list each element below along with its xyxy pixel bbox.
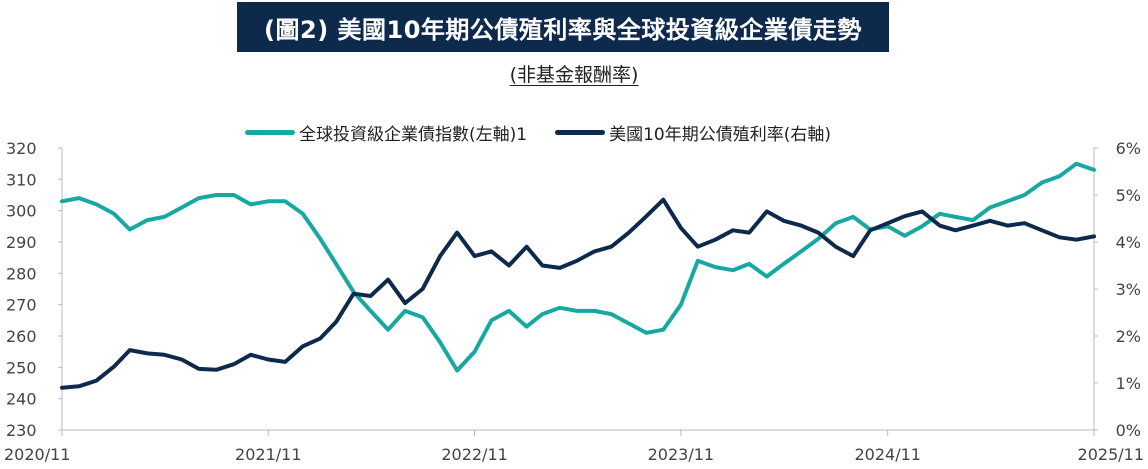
legend-item-bond-index: 全球投資級企業債指數(左軸)1: [245, 120, 527, 145]
x-tick-label: 2020/11: [4, 445, 70, 464]
x-tick-label: 2023/11: [648, 445, 714, 464]
y-left-tick-label: 230: [6, 421, 37, 440]
y-right-tick-label: 6%: [1116, 139, 1141, 158]
chart-axes: 230 240 250 260 270 280 290 300 310 320 0% 1% 2% 3% 4%…: [4, 139, 1144, 464]
y-left-tick-label: 260: [6, 327, 37, 346]
chart-legend: 全球投資級企業債指數(左軸)1 美國10年期公債殖利率(右軸): [245, 120, 859, 145]
y-left-tick-label: 310: [6, 170, 37, 189]
y-left-tick-label: 270: [6, 296, 37, 315]
chart-subtitle-text: (非基金報酬率): [509, 64, 639, 86]
y-left-tick-label: 320: [6, 139, 37, 158]
chart-title: (圖2) 美國10年期公債殖利率與全球投資級企業債走勢: [264, 15, 862, 44]
y-right-tick-label: 0%: [1116, 421, 1141, 440]
y-right-tick-label: 5%: [1116, 186, 1141, 205]
x-tick-label: 2024/11: [854, 445, 920, 464]
series-line-treasury-yield: [60, 197, 1096, 390]
series-line-bond-index: [60, 161, 1096, 373]
chart-title-banner: (圖2) 美國10年期公債殖利率與全球投資級企業債走勢: [237, 2, 889, 52]
y-left-tick-label: 240: [6, 390, 37, 409]
y-left-tick-label: 290: [6, 233, 37, 252]
y-left-tick-label: 280: [6, 264, 37, 283]
legend-label-treasury-yield: 美國10年期公債殖利率(右軸): [609, 125, 831, 145]
y-right-tick-label: 1%: [1116, 374, 1141, 393]
x-tick-label: 2021/11: [235, 445, 301, 464]
y-right-tick-label: 2%: [1116, 327, 1141, 346]
y-left-tick-label: 300: [6, 202, 37, 221]
y-right-tick-label: 4%: [1116, 233, 1141, 252]
legend-swatch-treasury-yield: [555, 130, 606, 135]
legend-item-treasury-yield: 美國10年期公債殖利率(右軸): [555, 120, 831, 145]
legend-label-bond-index: 全球投資級企業債指數(左軸)1: [299, 125, 528, 145]
x-tick-label: 2025/11: [1078, 445, 1144, 464]
chart-lines: [60, 161, 1096, 390]
chart-subtitle: (非基金報酬率): [0, 60, 1148, 87]
y-right-tick-label: 3%: [1116, 280, 1141, 299]
x-tick-label: 2022/11: [441, 445, 507, 464]
legend-swatch-bond-index: [245, 130, 295, 135]
y-left-tick-label: 250: [6, 358, 37, 377]
